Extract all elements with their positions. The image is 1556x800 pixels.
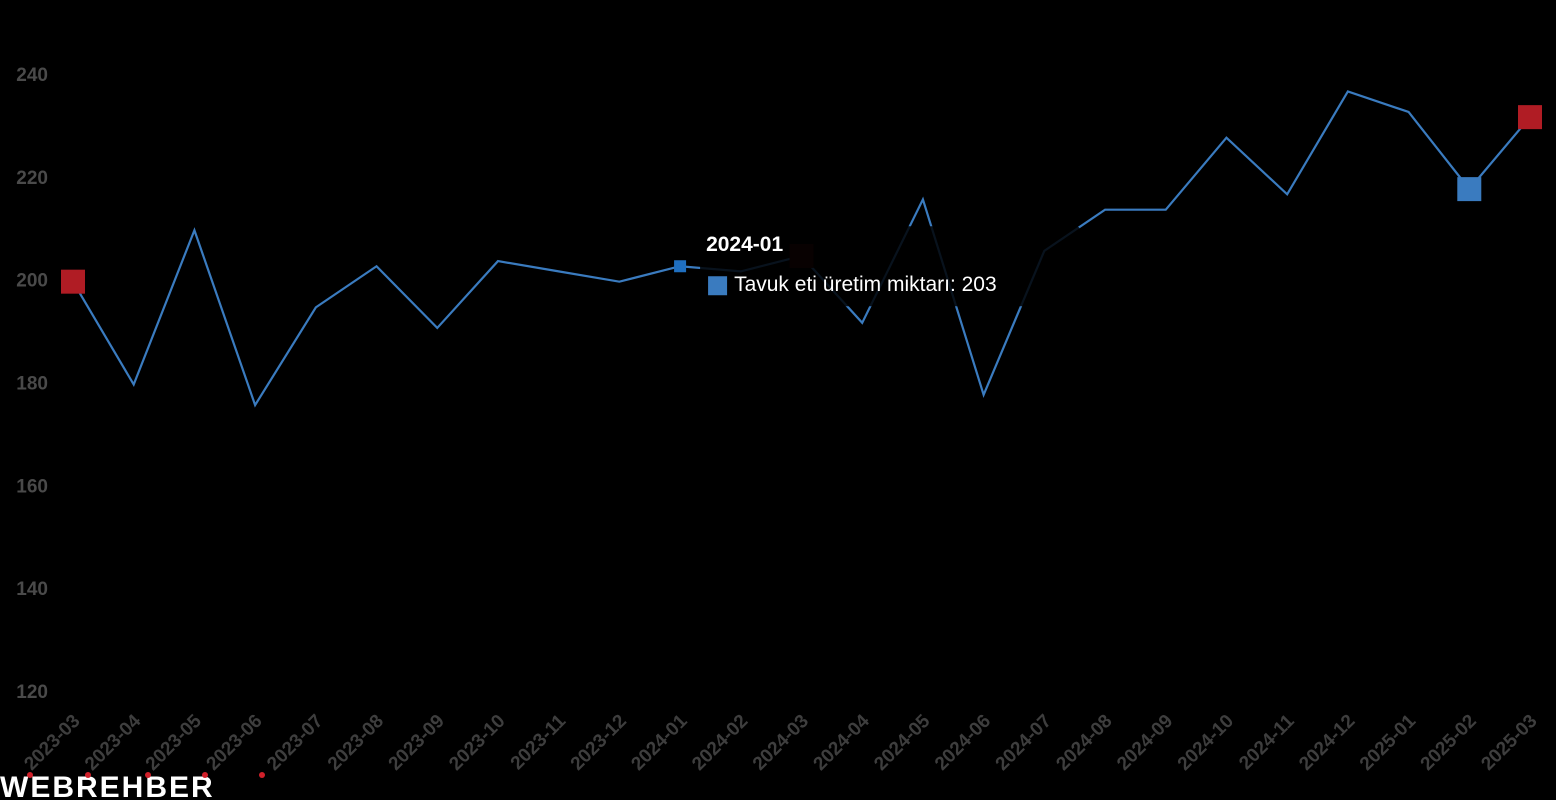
x-tick-label: 2023-08 <box>324 711 388 775</box>
y-tick-label: 160 <box>16 476 48 497</box>
y-tick-label: 140 <box>16 579 48 600</box>
x-tick-label: 2023-05 <box>142 710 206 774</box>
x-tick-label: 2025-02 <box>1417 711 1481 775</box>
y-tick-label: 200 <box>16 271 48 292</box>
watermark-dot <box>27 772 33 778</box>
x-tick-label: 2024-08 <box>1052 711 1116 775</box>
x-tick-label: 2024-02 <box>688 711 752 775</box>
tooltip-label: Tavuk eti üretim miktarı: 203 <box>734 273 997 296</box>
x-tick-label: 2024-07 <box>992 711 1056 775</box>
y-tick-label: 120 <box>16 682 48 703</box>
point-marker <box>1518 105 1542 130</box>
y-tick-label: 240 <box>16 65 48 86</box>
x-tick-label: 2024-04 <box>810 710 874 774</box>
x-tick-label: 2023-04 <box>81 710 145 774</box>
x-tick-label: 2024-06 <box>931 711 995 775</box>
point-marker <box>61 269 85 294</box>
x-tick-label: 2024-10 <box>1174 711 1238 775</box>
y-tick-label: 180 <box>16 374 48 395</box>
point-marker <box>1457 177 1482 202</box>
watermark: WEBREHBER <box>0 771 215 800</box>
hover-marker <box>674 260 687 273</box>
x-tick-label: 2025-01 <box>1356 710 1420 774</box>
y-tick-label: 220 <box>16 168 48 189</box>
x-tick-label: 2024-03 <box>749 711 813 775</box>
tooltip: 2024-01 Tavuk eti üretim miktarı: 203 <box>700 226 1081 307</box>
x-tick-label: 2023-07 <box>263 711 327 775</box>
x-tick-label: 2023-12 <box>567 711 631 775</box>
x-tick-label: 2023-10 <box>445 711 509 775</box>
x-tick-label: 2024-05 <box>870 710 934 774</box>
x-tick-label: 2024-11 <box>1235 710 1299 774</box>
x-tick-label: 2023-03 <box>20 711 84 775</box>
watermark-dot <box>202 772 208 778</box>
x-tick-label: 2023-11 <box>507 710 571 774</box>
watermark-dot <box>145 772 151 778</box>
x-tick-label: 2025-03 <box>1477 711 1541 775</box>
x-tick-label: 2024-09 <box>1113 711 1177 775</box>
tooltip-swatch <box>708 276 728 296</box>
watermark-dot <box>259 772 265 778</box>
x-tick-label: 2024-01 <box>627 710 691 774</box>
x-tick-label: 2024-12 <box>1295 711 1359 775</box>
x-tick-label: 2023-09 <box>385 711 449 775</box>
watermark-dot <box>85 772 91 778</box>
x-tick-label: 2023-06 <box>203 711 267 775</box>
tooltip-title: 2024-01 <box>706 233 783 256</box>
tooltip-bg <box>700 226 1081 307</box>
